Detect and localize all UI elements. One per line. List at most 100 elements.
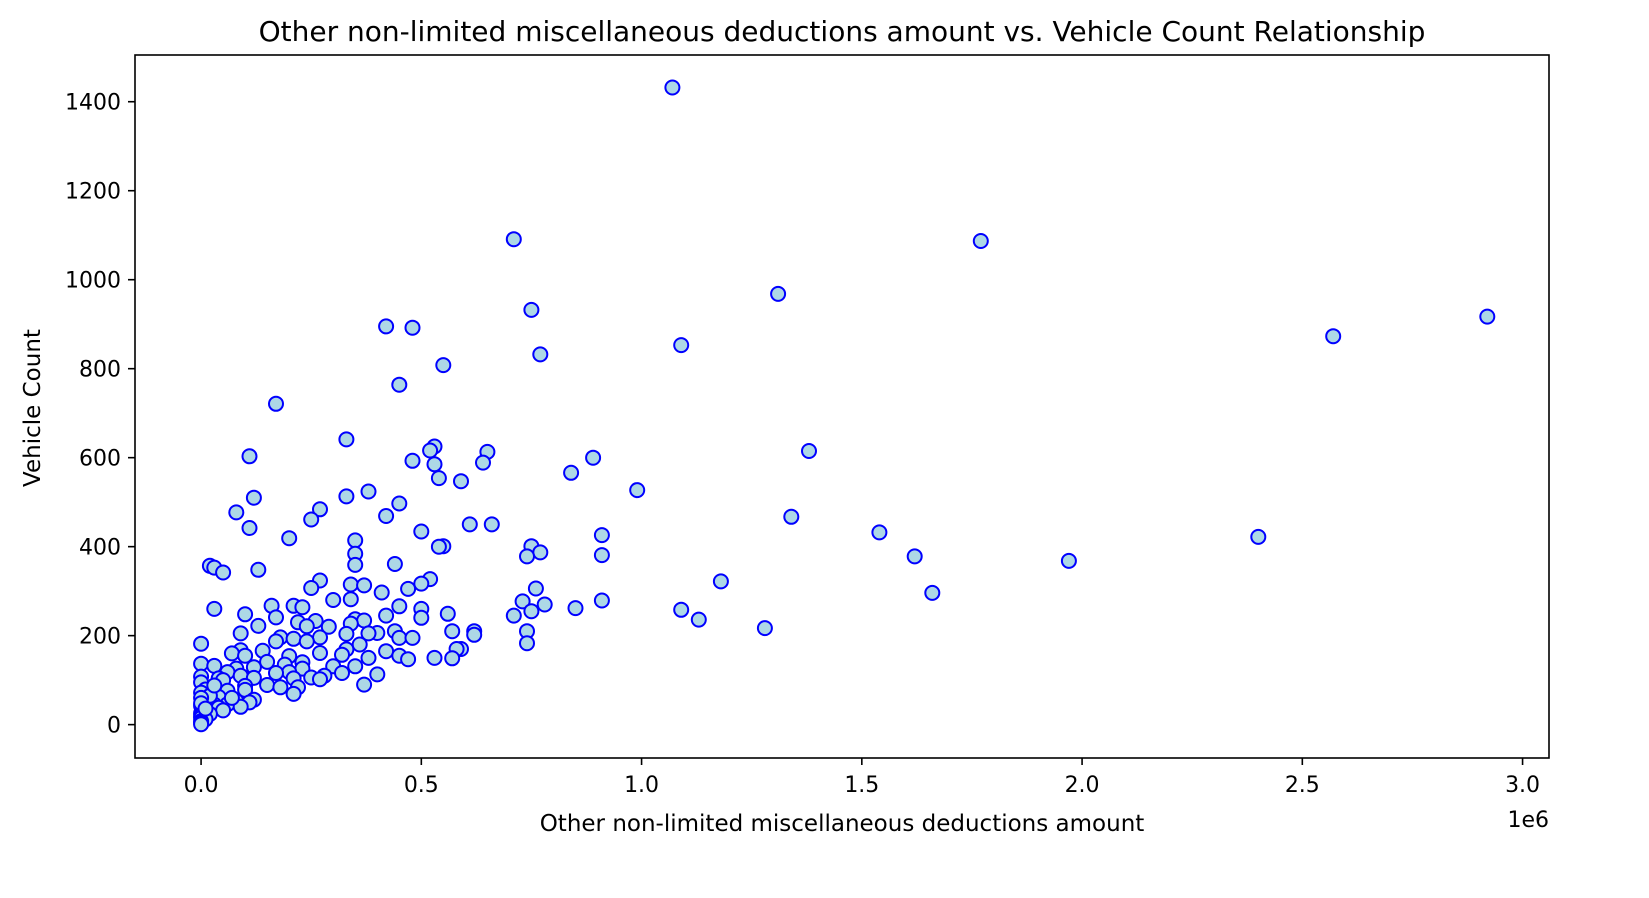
x-tick-label: 1.5	[844, 773, 879, 798]
data-point	[298, 633, 315, 650]
data-point	[801, 443, 817, 459]
data-point	[268, 609, 284, 626]
x-tick-label: 3.0	[1505, 773, 1540, 798]
data-point	[391, 495, 408, 512]
data-point	[378, 643, 395, 660]
data-point	[320, 618, 337, 635]
y-axis-label: Vehicle Count	[20, 329, 46, 487]
data-point	[532, 544, 549, 561]
data-point	[563, 464, 580, 481]
data-point	[430, 470, 447, 487]
data-point	[629, 482, 646, 499]
data-point	[334, 665, 350, 681]
data-point	[347, 532, 364, 549]
data-point	[378, 508, 395, 524]
x-tick-label: 1.0	[624, 773, 659, 798]
data-point	[404, 629, 421, 646]
y-tick-label: 400	[79, 536, 121, 561]
data-point	[215, 564, 232, 581]
data-point	[413, 609, 430, 626]
data-point	[360, 483, 377, 500]
data-point	[475, 454, 491, 471]
data-point	[312, 671, 328, 688]
data-point	[690, 611, 707, 628]
data-point	[373, 584, 390, 601]
data-point	[435, 357, 452, 374]
data-point	[444, 623, 461, 640]
data-point	[386, 556, 403, 572]
data-point	[378, 607, 395, 624]
data-point	[391, 376, 408, 393]
data-point	[268, 395, 284, 412]
data-point	[206, 600, 223, 617]
data-point	[303, 580, 320, 596]
data-point	[241, 520, 258, 536]
data-point	[378, 318, 395, 335]
x-tick-label: 0.0	[184, 773, 219, 798]
data-point	[673, 601, 690, 618]
data-point	[237, 606, 254, 623]
data-point	[1250, 528, 1267, 545]
data-point	[1060, 552, 1077, 569]
data-point	[444, 650, 461, 667]
data-point	[527, 580, 544, 597]
data-point	[461, 516, 478, 533]
data-point	[422, 442, 439, 459]
data-point	[664, 79, 681, 96]
data-point	[523, 301, 540, 318]
data-point	[404, 452, 421, 469]
data-point	[193, 716, 210, 733]
y-tick-label: 0	[107, 714, 121, 739]
data-point	[413, 523, 430, 540]
data-point	[593, 547, 610, 564]
data-point	[391, 629, 408, 646]
data-point	[532, 346, 549, 363]
data-point	[369, 666, 386, 683]
data-point	[193, 635, 210, 652]
data-point	[342, 591, 359, 608]
y-axis-ticks: 0 200 400 600 800 1000 1200 1400	[65, 91, 135, 739]
data-point	[356, 676, 373, 693]
data-point	[228, 504, 245, 521]
data-point	[232, 625, 249, 642]
y-tick-label: 1000	[65, 269, 121, 294]
x-axis-label: Other non-limited miscellaneous deductio…	[540, 811, 1145, 837]
points-layer	[193, 79, 1496, 733]
x-axis-offset-label: 1e6	[1507, 808, 1549, 833]
data-point	[466, 626, 483, 643]
data-point	[360, 649, 377, 666]
data-point	[756, 620, 773, 637]
data-point	[272, 679, 289, 696]
data-point	[215, 702, 232, 719]
x-tick-label: 0.5	[404, 773, 439, 798]
y-tick-label: 600	[79, 447, 121, 472]
data-point	[505, 231, 522, 248]
data-point	[770, 285, 787, 302]
data-point	[245, 489, 262, 506]
data-point	[237, 647, 254, 664]
data-point	[673, 337, 690, 354]
plot-frame	[134, 54, 1550, 759]
data-point	[391, 598, 408, 615]
data-point	[430, 538, 447, 555]
data-point	[924, 584, 941, 601]
data-point	[347, 658, 364, 675]
data-point	[338, 625, 355, 642]
data-point	[1325, 328, 1342, 345]
data-point	[268, 665, 284, 681]
data-point	[360, 625, 377, 642]
data-point	[334, 646, 350, 663]
data-point	[567, 600, 584, 617]
data-point	[404, 319, 421, 336]
data-point	[783, 508, 800, 525]
data-point	[426, 456, 443, 473]
data-point	[439, 605, 456, 622]
data-point	[223, 689, 240, 706]
data-point	[519, 635, 535, 652]
data-point	[312, 501, 328, 518]
x-tick-label: 2.5	[1285, 773, 1320, 798]
data-point	[593, 592, 610, 609]
data-point	[523, 603, 540, 620]
data-point	[351, 636, 368, 653]
